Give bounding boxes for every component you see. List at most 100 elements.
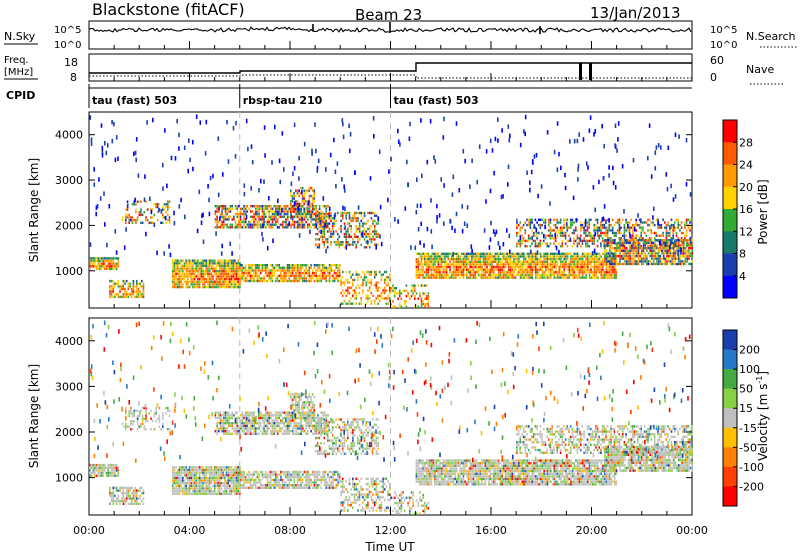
noise-cell: [303, 141, 306, 147]
range-cell: [609, 254, 611, 258]
range-cell: [368, 238, 371, 241]
range-cell: [595, 273, 597, 277]
range-cell: [569, 226, 572, 229]
range-cell: [650, 231, 653, 235]
range-cell: [182, 275, 184, 278]
range-cell: [295, 220, 297, 224]
range-cell: [553, 271, 555, 274]
range-cell: [372, 219, 374, 223]
range-cell: [256, 271, 259, 275]
noise-cell: [144, 174, 146, 179]
range-cell: [293, 208, 295, 211]
range-cell: [348, 222, 351, 225]
range-cell: [501, 260, 503, 263]
range-cell: [280, 215, 282, 218]
range-cell: [286, 279, 289, 283]
range-cell: [315, 211, 317, 215]
range-cell: [140, 211, 142, 214]
range-cell: [317, 274, 319, 277]
range-cell: [125, 425, 127, 428]
range-cell: [541, 260, 544, 263]
range-cell: [630, 249, 633, 252]
range-cell: [679, 252, 682, 255]
range-cell: [523, 263, 525, 266]
range-cell: [136, 293, 138, 296]
range-cell: [489, 273, 492, 277]
range-cell: [492, 268, 495, 271]
range-cell: [516, 257, 518, 261]
range-cell: [496, 257, 498, 261]
noise-cell: [208, 211, 211, 217]
range-cell: [429, 263, 431, 266]
range-cell: [112, 497, 115, 500]
range-cell: [117, 469, 120, 472]
range-cell: [330, 274, 333, 277]
range-cell: [261, 279, 264, 283]
range-cell: [519, 229, 522, 232]
range-cell: [246, 223, 249, 226]
range-cell: [524, 221, 527, 224]
range-cell: [606, 229, 609, 232]
range-cell: [202, 280, 204, 283]
range-cell: [270, 226, 272, 229]
range-cell: [437, 265, 440, 269]
freq-spike-1: [579, 63, 582, 80]
range-cell: [109, 494, 111, 497]
range-cell: [560, 260, 562, 263]
noise-cell: [357, 205, 360, 210]
noise-cell: [349, 148, 351, 154]
range-cell: [529, 245, 532, 248]
range-cell: [501, 271, 503, 274]
range-cell: [114, 469, 116, 472]
range-cell: [614, 247, 616, 250]
range-cell: [612, 252, 614, 255]
range-cell: [249, 205, 252, 208]
range-cell: [534, 231, 537, 235]
range-cell: [217, 277, 219, 281]
range-cell: [357, 217, 359, 220]
range-cell: [683, 254, 685, 258]
range-cell: [625, 254, 628, 258]
range-cell: [600, 260, 602, 263]
range-cell: [471, 263, 473, 266]
range-cell: [362, 291, 364, 295]
range-cell: [639, 239, 641, 242]
range-cell: [664, 226, 666, 229]
range-cell: [522, 239, 525, 243]
range-cell: [198, 264, 201, 268]
range-cell: [136, 494, 138, 497]
range-cell: [310, 266, 312, 269]
range-cell: [119, 295, 121, 299]
range-cell: [244, 277, 247, 280]
range-cell: [425, 257, 428, 261]
range-cell: [300, 277, 302, 280]
range-cell: [597, 265, 599, 269]
range-cell: [585, 276, 587, 279]
range-cell: [652, 247, 655, 250]
noise-cell: [215, 231, 217, 236]
noise-cell: [489, 138, 492, 143]
range-cell: [132, 282, 135, 285]
range-cell: [100, 257, 103, 260]
range-cell: [534, 234, 537, 237]
range-cell: [260, 218, 262, 221]
range-cell: [581, 271, 584, 274]
range-cell: [355, 302, 357, 305]
range-cell: [367, 219, 369, 223]
range-cell: [167, 205, 169, 209]
range-cell: [136, 295, 138, 299]
range-cell: [637, 234, 639, 237]
range-cell: [342, 214, 344, 217]
range-cell: [503, 263, 505, 266]
range-cell: [135, 203, 137, 206]
range-cell: [570, 257, 572, 261]
range-cell: [263, 269, 265, 272]
range-cell: [322, 205, 324, 208]
range-cell: [516, 242, 518, 245]
range-cell: [536, 237, 538, 240]
range-cell: [588, 231, 590, 235]
range-cell: [89, 469, 91, 472]
range-cell: [300, 212, 302, 216]
range-cell: [320, 235, 322, 238]
range-cell: [634, 262, 636, 266]
